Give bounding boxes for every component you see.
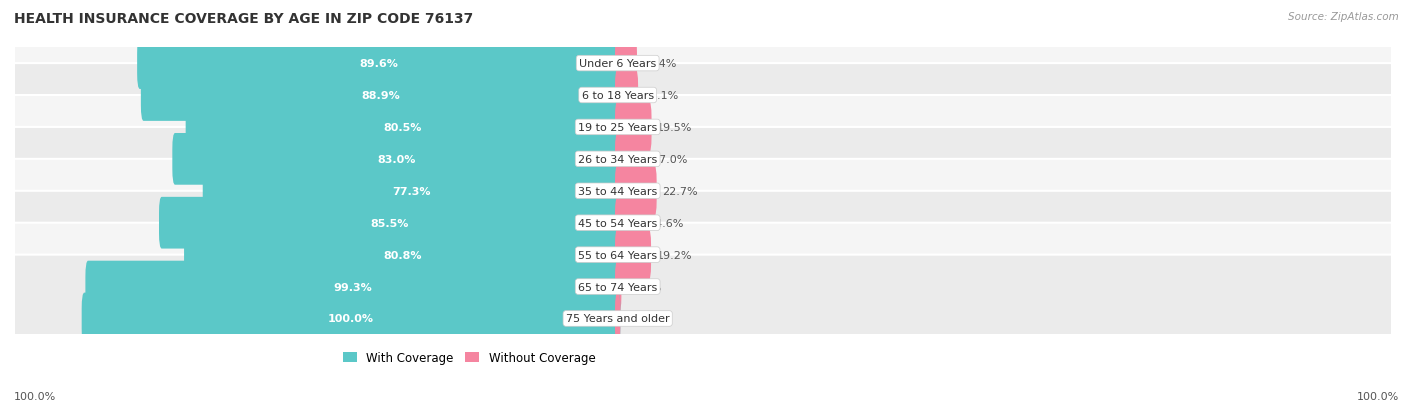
Text: 22.7%: 22.7%: [662, 186, 697, 196]
FancyBboxPatch shape: [173, 134, 620, 185]
Text: 99.3%: 99.3%: [333, 282, 373, 292]
FancyBboxPatch shape: [614, 166, 657, 217]
FancyBboxPatch shape: [7, 159, 1399, 287]
Text: 80.8%: 80.8%: [382, 250, 422, 260]
Text: Under 6 Years: Under 6 Years: [579, 59, 657, 69]
Text: 35 to 44 Years: 35 to 44 Years: [578, 186, 657, 196]
FancyBboxPatch shape: [614, 293, 620, 344]
Text: 19.2%: 19.2%: [657, 250, 692, 260]
FancyBboxPatch shape: [159, 197, 620, 249]
Text: 0.0%: 0.0%: [626, 314, 654, 324]
FancyBboxPatch shape: [614, 197, 644, 249]
FancyBboxPatch shape: [186, 102, 620, 153]
FancyBboxPatch shape: [7, 64, 1399, 191]
FancyBboxPatch shape: [614, 70, 638, 121]
Text: 17.0%: 17.0%: [652, 154, 689, 164]
Text: 10.4%: 10.4%: [643, 59, 678, 69]
Text: 88.9%: 88.9%: [361, 91, 399, 101]
FancyBboxPatch shape: [7, 128, 1399, 255]
Text: 100.0%: 100.0%: [1357, 391, 1399, 401]
FancyBboxPatch shape: [7, 223, 1399, 351]
FancyBboxPatch shape: [86, 261, 620, 313]
FancyBboxPatch shape: [614, 38, 637, 90]
FancyBboxPatch shape: [202, 166, 620, 217]
FancyBboxPatch shape: [7, 191, 1399, 319]
FancyBboxPatch shape: [614, 261, 621, 313]
FancyBboxPatch shape: [184, 229, 620, 281]
FancyBboxPatch shape: [82, 293, 620, 344]
FancyBboxPatch shape: [7, 32, 1399, 159]
Text: 45 to 54 Years: 45 to 54 Years: [578, 218, 657, 228]
FancyBboxPatch shape: [138, 38, 620, 90]
FancyBboxPatch shape: [7, 96, 1399, 223]
Text: 19.5%: 19.5%: [657, 123, 692, 133]
Text: 83.0%: 83.0%: [377, 154, 416, 164]
FancyBboxPatch shape: [614, 229, 651, 281]
Legend: With Coverage, Without Coverage: With Coverage, Without Coverage: [337, 347, 600, 369]
FancyBboxPatch shape: [141, 70, 620, 121]
FancyBboxPatch shape: [7, 255, 1399, 382]
Text: 77.3%: 77.3%: [392, 186, 430, 196]
Text: 100.0%: 100.0%: [328, 314, 374, 324]
Text: 85.5%: 85.5%: [370, 218, 409, 228]
Text: 0.66%: 0.66%: [627, 282, 662, 292]
Text: 89.6%: 89.6%: [360, 59, 398, 69]
FancyBboxPatch shape: [7, 0, 1399, 128]
Text: 75 Years and older: 75 Years and older: [565, 314, 669, 324]
Text: 65 to 74 Years: 65 to 74 Years: [578, 282, 657, 292]
Text: 55 to 64 Years: 55 to 64 Years: [578, 250, 657, 260]
Text: 26 to 34 Years: 26 to 34 Years: [578, 154, 657, 164]
Text: 80.5%: 80.5%: [384, 123, 422, 133]
Text: 19 to 25 Years: 19 to 25 Years: [578, 123, 657, 133]
Text: Source: ZipAtlas.com: Source: ZipAtlas.com: [1288, 12, 1399, 22]
Text: 6 to 18 Years: 6 to 18 Years: [582, 91, 654, 101]
FancyBboxPatch shape: [614, 102, 651, 153]
Text: 100.0%: 100.0%: [14, 391, 56, 401]
Text: 14.6%: 14.6%: [650, 218, 685, 228]
Text: HEALTH INSURANCE COVERAGE BY AGE IN ZIP CODE 76137: HEALTH INSURANCE COVERAGE BY AGE IN ZIP …: [14, 12, 474, 26]
Text: 11.1%: 11.1%: [644, 91, 679, 101]
FancyBboxPatch shape: [614, 134, 648, 185]
